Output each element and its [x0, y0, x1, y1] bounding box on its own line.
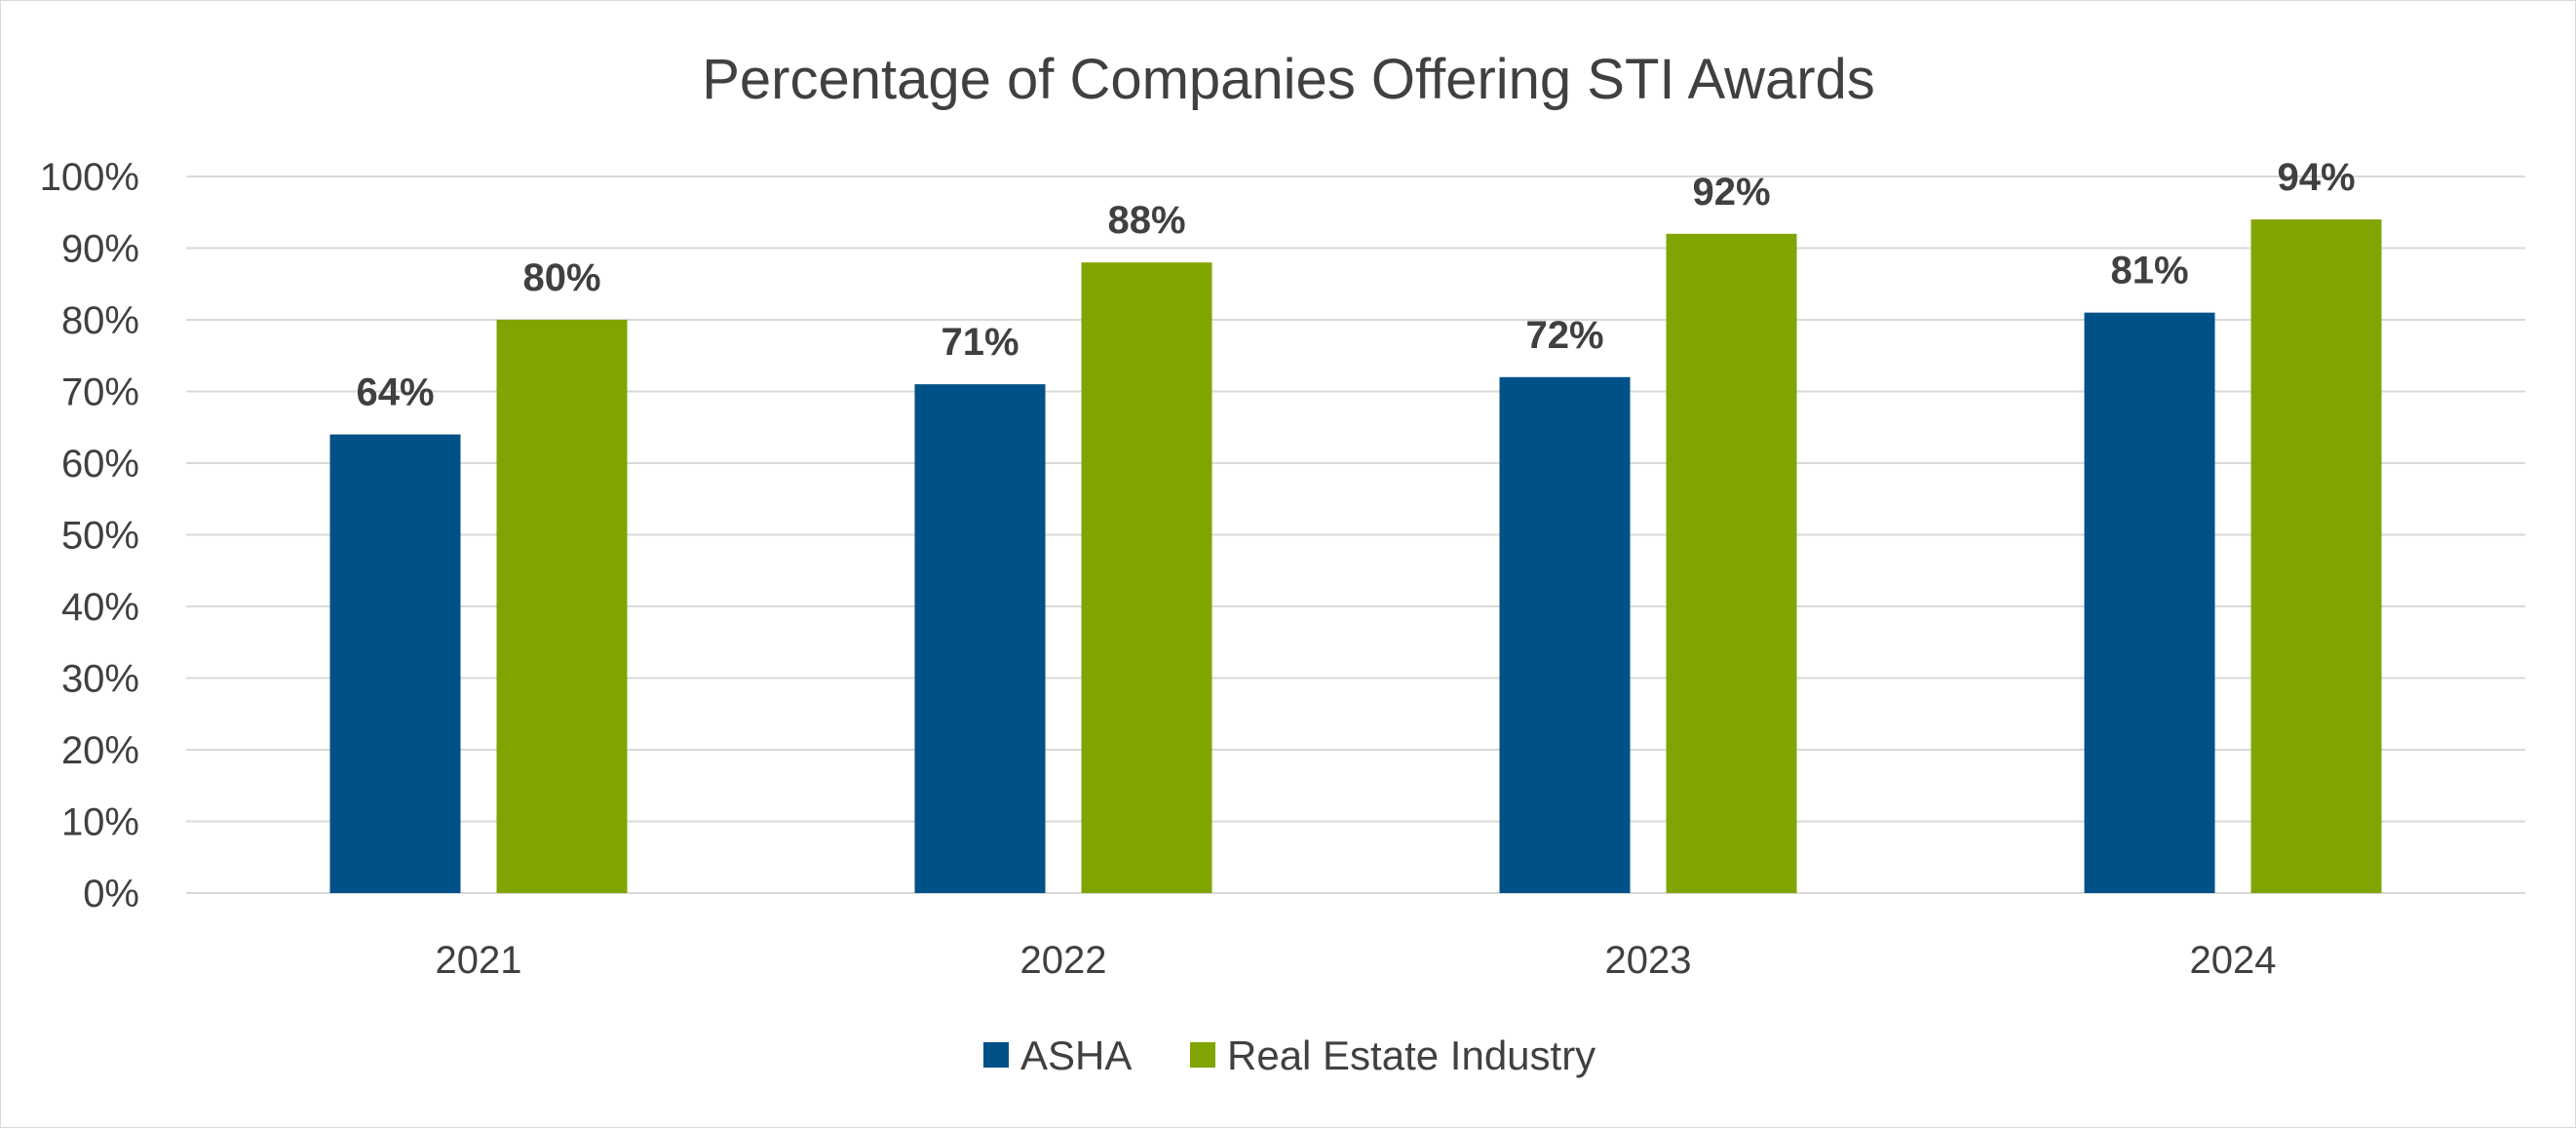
x-tick-label: 2022: [1020, 939, 1107, 982]
data-label: 80%: [522, 256, 600, 299]
bar-asha-2023: [1499, 376, 1631, 893]
data-label: 71%: [941, 321, 1019, 364]
bars: [329, 219, 2382, 894]
bar-real-estate-industry-2024: [2250, 219, 2382, 894]
x-axis-tick-labels: 2021 2022 2023 2024: [436, 939, 2277, 982]
data-label: 92%: [1692, 171, 1770, 214]
chart-title: Percentage of Companies Offering STI Awa…: [702, 48, 1875, 111]
bar-asha-2022: [914, 384, 1046, 893]
bar-real-estate-industry-2021: [496, 320, 628, 893]
y-tick-label: 60%: [61, 443, 139, 486]
data-label: 81%: [2110, 250, 2188, 292]
y-tick-label: 0%: [83, 873, 139, 915]
data-label: 94%: [2277, 156, 2355, 199]
legend-label: Real Estate Industry: [1227, 1032, 1596, 1078]
x-tick-label: 2021: [436, 939, 522, 982]
bar-asha-2024: [2084, 312, 2215, 893]
y-tick-label: 40%: [61, 586, 139, 629]
legend-label: ASHA: [1020, 1032, 1132, 1078]
y-tick-label: 30%: [61, 658, 139, 701]
bar-real-estate-industry-2022: [1081, 262, 1212, 893]
legend: ASHA Real Estate Industry: [983, 1032, 1596, 1078]
y-tick-label: 80%: [61, 299, 139, 342]
y-tick-label: 100%: [40, 156, 139, 199]
y-tick-label: 50%: [61, 515, 139, 558]
x-tick-label: 2023: [1605, 939, 1692, 982]
data-label: 72%: [1525, 314, 1603, 357]
data-label: 64%: [356, 371, 434, 414]
x-tick-label: 2024: [2190, 939, 2277, 982]
legend-swatch: [983, 1042, 1009, 1068]
bar-real-estate-industry-2023: [1666, 233, 1797, 894]
bar-asha-2021: [329, 434, 461, 893]
y-tick-label: 20%: [61, 729, 139, 772]
data-label: 88%: [1107, 199, 1185, 242]
y-tick-label: 70%: [61, 371, 139, 414]
y-axis-tick-labels: 0% 10% 20% 30% 40% 50% 60% 70% 80% 90% 100%: [40, 156, 139, 915]
data-labels: 64% 80% 71% 88% 72% 92% 81% 94%: [356, 156, 2355, 414]
legend-swatch: [1190, 1042, 1215, 1068]
y-tick-label: 10%: [61, 801, 139, 844]
y-tick-label: 90%: [61, 228, 139, 271]
